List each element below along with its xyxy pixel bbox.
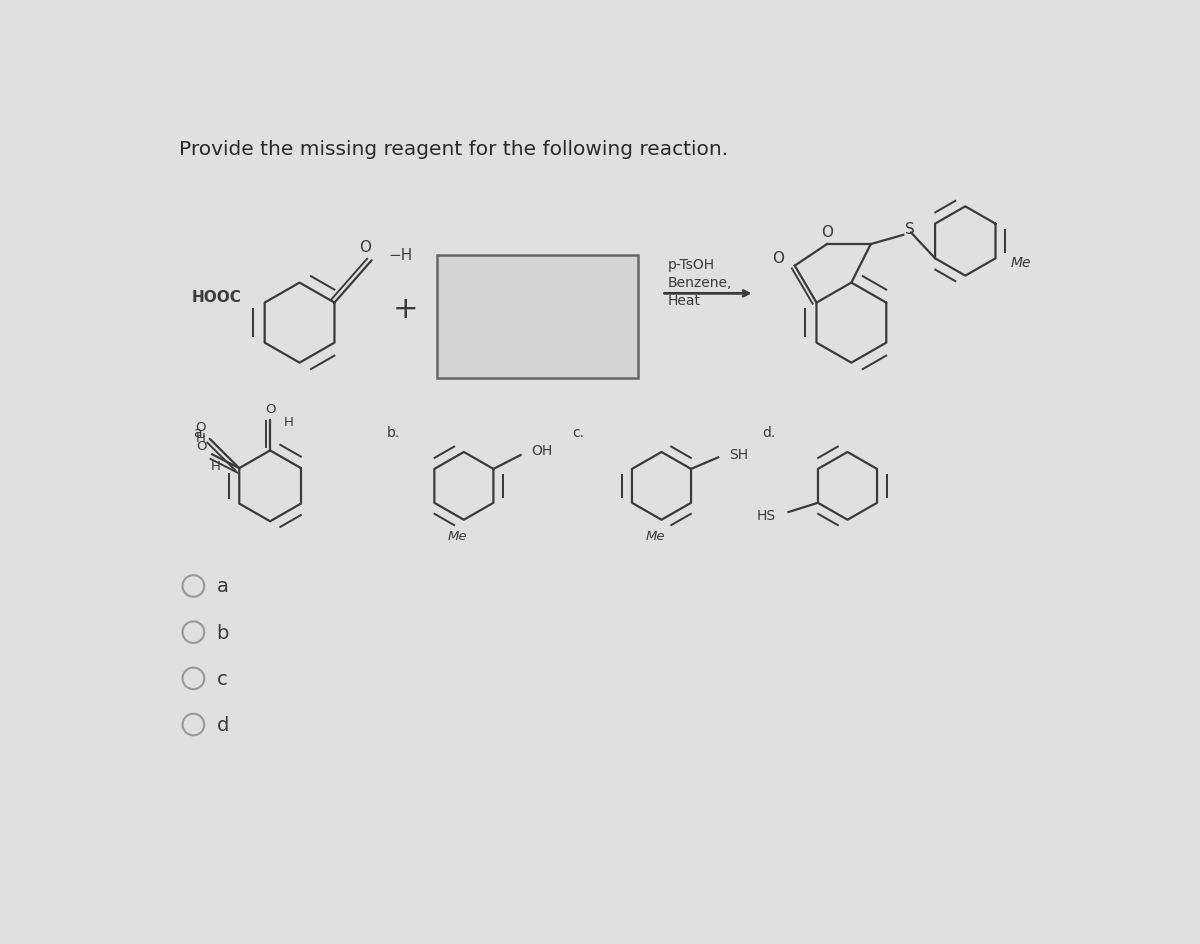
Text: Provide the missing reagent for the following reaction.: Provide the missing reagent for the foll… [180, 141, 728, 160]
Text: O: O [196, 421, 205, 433]
Text: c: c [217, 669, 228, 688]
Text: O: O [360, 240, 372, 255]
Text: d: d [217, 716, 229, 734]
Text: Benzene,: Benzene, [667, 276, 732, 290]
Text: H: H [284, 415, 294, 429]
Text: Me: Me [448, 529, 468, 542]
Text: O: O [265, 403, 275, 416]
Text: O: O [821, 225, 833, 240]
Bar [437, 256, 638, 379]
Text: HOOC: HOOC [192, 290, 241, 305]
Text: b: b [217, 623, 229, 642]
Text: Heat: Heat [667, 294, 701, 307]
Text: H: H [211, 460, 221, 473]
Text: HS: HS [757, 509, 776, 523]
Text: d.: d. [762, 426, 775, 440]
Text: Me: Me [646, 529, 665, 542]
Text: +: + [392, 295, 419, 324]
Text: a: a [217, 577, 228, 596]
Text: p-TsOH: p-TsOH [667, 258, 715, 272]
Text: a.: a. [193, 426, 205, 440]
Text: Me: Me [1012, 256, 1032, 270]
Text: O: O [772, 251, 784, 266]
Text: −H: −H [389, 247, 413, 262]
Text: b.: b. [386, 426, 400, 440]
Text: S: S [905, 222, 914, 237]
Text: O: O [196, 439, 206, 452]
Text: H: H [196, 431, 206, 445]
Text: OH: OH [532, 444, 553, 458]
Text: c.: c. [572, 426, 584, 440]
Text: SH: SH [730, 447, 748, 461]
